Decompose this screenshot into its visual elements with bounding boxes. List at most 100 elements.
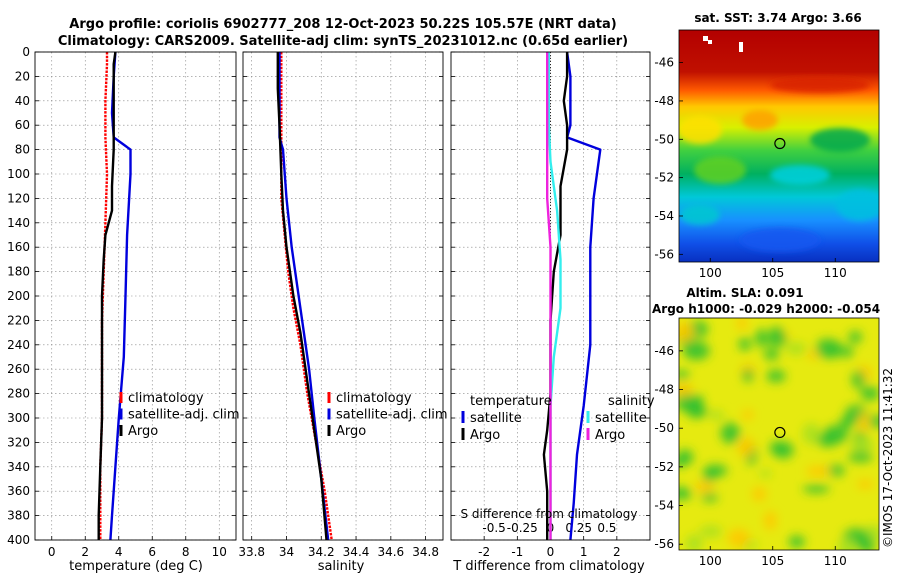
depth-tick-label: 240 (7, 338, 30, 352)
sla-blob (806, 466, 831, 477)
temperature-xtick-label: 10 (212, 545, 227, 559)
legend-entry: satellite-adj. clim (336, 408, 448, 423)
sla-blob (848, 331, 862, 344)
salinity-xtick-label: 34 (279, 545, 294, 559)
sla_map-ytick-label: -48 (654, 383, 674, 397)
sla_map-ytick-label: -52 (654, 460, 674, 474)
salinity-xtick-label: 34.6 (377, 545, 404, 559)
sst_map-xtick-label: 105 (761, 266, 784, 280)
sla-blob (690, 394, 704, 405)
depth-tick-label: 100 (7, 167, 30, 181)
sla-blob (685, 534, 703, 550)
sla_map-ytick-label: -56 (654, 537, 674, 551)
sst_map-ytick-label: -48 (654, 94, 674, 108)
depth-tick-label: 80 (15, 143, 30, 157)
s-diff-tick-label: 0.5 (597, 521, 616, 535)
depth-tick-label: 200 (7, 289, 30, 303)
sla-blob (851, 370, 865, 389)
salinity-panel: 33.8 34 34.2 34.4 34.6 34.8 climatology satelli… (238, 51, 448, 559)
sla_map-xtick-label: 100 (699, 554, 722, 568)
sla-blob (727, 529, 750, 548)
sla_map-xtick-label: 110 (824, 554, 847, 568)
sst-map-title: sat. SST: 3.74 Argo: 3.66 (694, 11, 861, 25)
legend-entry: Argo (470, 428, 500, 443)
sla-map-title-line2: Argo h1000: -0.029 h2000: -0.054 (652, 302, 880, 316)
sla_map-argo-marker (774, 426, 786, 439)
legend-entry: satellite (470, 411, 522, 426)
sla-blob (832, 341, 843, 359)
sst_map-xtick-label: 100 (699, 266, 722, 280)
sst_map-ytick-label: -54 (654, 209, 674, 223)
sla-blob (755, 328, 768, 348)
sla-blob (752, 486, 767, 502)
s-diff-tick-label: -0.5 (482, 521, 505, 535)
sla-blob (802, 422, 821, 445)
figure-title-line2: Climatology: CARS2009. Satellite-adj cli… (58, 34, 628, 49)
salinity-series-argo (276, 52, 328, 541)
difference-series-s-argo (546, 52, 552, 540)
sla-blob (679, 487, 693, 500)
sla-blob (837, 538, 858, 550)
sla-blob (679, 455, 686, 468)
sla-blob (738, 337, 751, 351)
temperature-xlabel: temperature (deg C) (69, 559, 203, 574)
sst-map-axes: 100 105 110 -46 -48 -50 -52 -54 -56 (654, 56, 846, 280)
legend-entry: satellite (595, 411, 647, 426)
sla-blob (759, 469, 772, 478)
depth-tick-label: 280 (7, 387, 30, 401)
difference-xtick-label: -2 (478, 545, 490, 559)
sla-map-axes: 100 105 110 -46 -48 -50 -52 -54 -56 (654, 344, 846, 568)
salinity-xlabel: salinity (318, 559, 365, 574)
legend-entry: climatology (128, 391, 204, 406)
sla-blob (764, 510, 777, 530)
sla-blob (701, 492, 718, 502)
difference-series-t-argo (542, 52, 569, 540)
sla-blob (679, 370, 690, 380)
temperature-series-satellite-adj-clim (109, 51, 132, 541)
sla_map-ytick-label: -50 (654, 421, 674, 435)
legend-entry: climatology (336, 391, 412, 406)
sla-blob (679, 321, 695, 343)
sla-blob (709, 410, 725, 421)
temperature-xtick-label: 4 (115, 545, 123, 559)
depth-tick-label: 180 (7, 265, 30, 279)
footer-timestamp: ©IMOS 17-Oct-2023 11:41:32 (881, 368, 895, 548)
sla_map-ytick-label: -54 (654, 499, 674, 513)
sla-blob (849, 437, 875, 452)
legend-entry: Argo (128, 424, 158, 439)
sla-blob (785, 342, 807, 355)
sla_map-ytick-label: -46 (654, 344, 674, 358)
sla-blob (694, 481, 715, 493)
sla-blob (763, 348, 780, 360)
sla-blob (773, 441, 794, 459)
sla-blob (742, 409, 754, 420)
temperature-panel: 0204060801001201401601802002202402602803… (7, 45, 240, 559)
legend-entry: Argo (595, 428, 625, 443)
depth-tick-label: 20 (15, 69, 30, 83)
sst_map-ytick-label: -50 (654, 132, 674, 146)
depth-tick-label: 340 (7, 460, 30, 474)
difference-frame (450, 51, 651, 541)
temperature-xtick-label: 0 (48, 545, 56, 559)
sst_map-xtick-label: 110 (824, 266, 847, 280)
sla-blob (842, 345, 854, 358)
temperature-xtick-label: 8 (182, 545, 190, 559)
depth-tick-label: 40 (15, 94, 30, 108)
legend-title-temperature: temperature (470, 394, 552, 409)
salinity-xtick-label: 34.8 (412, 545, 439, 559)
temperature-frame (34, 51, 237, 541)
legend-entry: Argo (336, 424, 366, 439)
sla-blob (856, 479, 874, 489)
s-diff-tick-label: -0.25 (507, 521, 538, 535)
sla-blob (720, 422, 741, 444)
depth-tick-label: 220 (7, 313, 30, 327)
salinity-xtick-label: 34.2 (308, 545, 335, 559)
temperature-xtick-label: 6 (148, 545, 156, 559)
figure-title-line1: Argo profile: coriolis 6902777_208 12-Oc… (69, 17, 616, 32)
sst_map-argo-marker (774, 137, 786, 150)
sla-blob (704, 464, 728, 477)
sla-blob (767, 332, 787, 347)
s-difference-label: S difference from climatology (461, 507, 638, 521)
sla-blob (825, 464, 845, 477)
